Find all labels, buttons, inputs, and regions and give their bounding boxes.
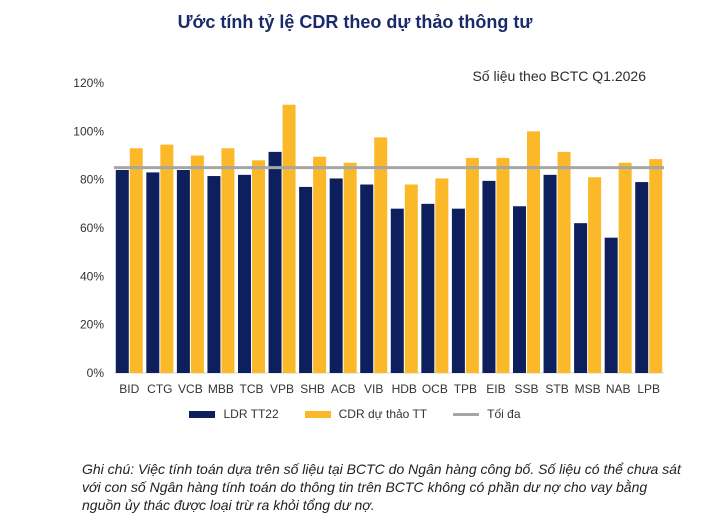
bar-cdr-stb xyxy=(557,151,571,373)
x-tick-label: MSB xyxy=(575,382,601,396)
bar-cdr-tpb xyxy=(465,157,479,373)
bar-ldr-msb xyxy=(574,223,588,373)
bar-ldr-eib xyxy=(482,180,496,373)
bar-ldr-ssb xyxy=(513,206,526,373)
bar-cdr-lpb xyxy=(649,159,663,373)
bar-ldr-acb xyxy=(329,178,343,373)
x-tick-label: VCB xyxy=(178,382,203,396)
bar-chart: 0% 20% 40% 60% 80% 100% 120% BID CTG VCB MBB TCB VP… xyxy=(73,76,664,396)
x-tick-label: SHB xyxy=(300,382,325,396)
bar-cdr-vib xyxy=(374,137,388,373)
x-tick-label: ACB xyxy=(331,382,356,396)
bar-ldr-ocb xyxy=(421,203,435,373)
x-tick-label: CTG xyxy=(147,382,172,396)
y-tick-label: 0% xyxy=(87,366,105,380)
bar-ldr-shb xyxy=(299,186,313,373)
y-tick-label: 120% xyxy=(73,76,104,90)
bar-cdr-tcb xyxy=(252,160,265,373)
x-tick-label: OCB xyxy=(422,382,448,396)
legend-item-ldr: LDR TT22 xyxy=(189,407,279,421)
bar-cdr-msb xyxy=(588,177,602,373)
x-tick-label: HDB xyxy=(392,382,417,396)
legend-swatch-ldr xyxy=(189,410,216,418)
bar-cdr-eib xyxy=(496,157,510,373)
chart-legend: LDR TT22 CDR dự thảo TT Tối đa xyxy=(0,407,710,421)
bar-ldr-bid xyxy=(115,170,129,373)
legend-item-cdr: CDR dự thảo TT xyxy=(304,407,428,421)
legend-label-max: Tối đa xyxy=(487,407,521,421)
y-tick-label: 60% xyxy=(80,221,104,235)
x-tick-label: NAB xyxy=(606,382,631,396)
x-tick-label: TPB xyxy=(454,382,477,396)
legend-label-cdr: CDR dự thảo TT xyxy=(338,407,428,421)
y-tick-label: 80% xyxy=(80,173,104,187)
x-tick-label: BID xyxy=(119,382,139,396)
bar-cdr-ssb xyxy=(527,131,540,373)
x-tick-label: VIB xyxy=(364,382,383,396)
bar-cdr-ocb xyxy=(435,178,449,373)
legend-swatch-max xyxy=(453,412,480,416)
bar-cdr-nab xyxy=(618,162,632,373)
bar-cdr-hdb xyxy=(404,184,418,373)
bar-ldr-nab xyxy=(604,237,618,373)
chart-subtitle: Số liệu theo BCTC Q1.2026 xyxy=(472,68,646,84)
bar-ldr-hdb xyxy=(390,208,404,373)
bar-ldr-ctg xyxy=(146,172,160,373)
x-tick-label: SSB xyxy=(514,382,538,396)
x-tick-label: STB xyxy=(545,382,568,396)
bar-ldr-vcb xyxy=(176,170,190,373)
x-tick-label: EIB xyxy=(486,382,505,396)
x-tick-label: MBB xyxy=(208,382,234,396)
bar-cdr-acb xyxy=(343,162,357,373)
y-tick-label: 100% xyxy=(73,124,104,138)
bar-ldr-tcb xyxy=(238,174,251,373)
legend-label-ldr: LDR TT22 xyxy=(223,407,279,421)
x-tick-label: TCB xyxy=(240,382,264,396)
bar-cdr-bid xyxy=(129,148,143,373)
legend-item-max: Tối đa xyxy=(453,407,521,421)
bar-ldr-mbb xyxy=(207,176,221,373)
bar-cdr-mbb xyxy=(221,148,235,373)
bar-ldr-vpb xyxy=(268,151,282,373)
y-tick-label: 40% xyxy=(80,269,104,283)
legend-swatch-cdr xyxy=(304,410,331,418)
y-tick-label: 20% xyxy=(80,318,104,332)
bar-ldr-vib xyxy=(360,184,374,373)
bar-ldr-tpb xyxy=(451,208,465,373)
chart-title: Ước tính tỷ lệ CDR theo dự thảo thông tư xyxy=(177,12,533,32)
bar-ldr-stb xyxy=(543,174,557,373)
bar-cdr-vpb xyxy=(282,104,296,373)
x-tick-label: LPB xyxy=(637,382,660,396)
bar-cdr-shb xyxy=(313,156,327,373)
bar-cdr-vcb xyxy=(190,155,204,373)
bar-ldr-lpb xyxy=(635,182,649,373)
footnote: Ghi chú: Việc tính toán dựa trên số liệu… xyxy=(82,461,681,513)
bar-cdr-ctg xyxy=(160,144,174,373)
x-tick-label: VPB xyxy=(270,382,294,396)
